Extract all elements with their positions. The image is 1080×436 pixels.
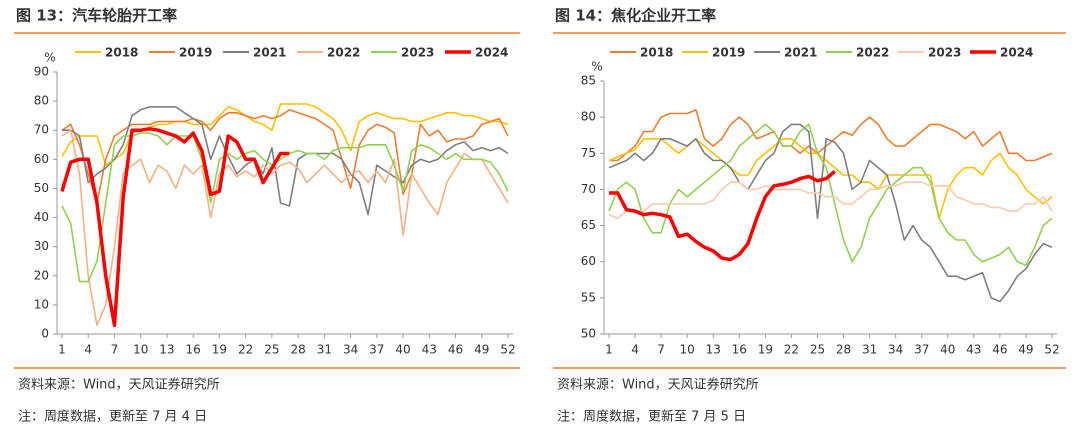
series-line [609, 170, 836, 262]
x-tick-label: 25 [264, 343, 279, 357]
series-line [61, 132, 509, 283]
y-tick-label: 80 [34, 94, 49, 108]
x-tick-label: 46 [992, 343, 1007, 357]
x-tick-label: 4 [84, 343, 92, 357]
x-tick-label: 31 [862, 343, 877, 357]
x-tick-label: 49 [1018, 343, 1033, 357]
y-tick-label: 90 [34, 65, 49, 79]
series-line [62, 106, 509, 216]
x-tick-label: 16 [732, 343, 747, 357]
y-tick-label: 75 [581, 146, 596, 160]
x-tick-label: 49 [474, 343, 489, 357]
y-unit: % [591, 60, 602, 74]
x-tick-label: 10 [680, 343, 695, 357]
y-tick-label: 40 [34, 210, 49, 224]
legend-label: 2018 [640, 46, 673, 60]
legend-label: 2022 [856, 46, 889, 60]
y-tick-label: 55 [581, 290, 596, 304]
x-tick-label: 52 [500, 343, 515, 357]
x-tick-label: 25 [810, 343, 825, 357]
x-tick-label: 19 [758, 343, 773, 357]
y-tick-label: 70 [34, 123, 49, 137]
x-tick-label: 52 [1044, 343, 1059, 357]
y-tick-label: 10 [34, 297, 49, 311]
legend-label: 2024 [1000, 46, 1033, 60]
series-line [608, 123, 1053, 303]
series-line [609, 109, 1053, 162]
y-unit: % [44, 51, 55, 65]
series-line [608, 138, 1053, 220]
x-tick-label: 13 [706, 343, 721, 357]
x-tick-label: 43 [422, 343, 437, 357]
y-tick-label: 20 [34, 268, 49, 282]
x-tick-label: 13 [159, 343, 174, 357]
y-tick-label: 85 [581, 74, 596, 88]
x-tick-label: 19 [212, 343, 227, 357]
legend-label: 2021 [253, 46, 286, 60]
legend-label: 2021 [784, 46, 817, 60]
source: 资料来源：Wind，天风证券研究所 [18, 377, 220, 393]
x-tick-label: 31 [317, 343, 332, 357]
note: 注：周度数据，更新至 7 月 5 日 [557, 409, 746, 425]
y-tick-label: 30 [34, 239, 49, 253]
x-tick-label: 1 [605, 343, 613, 357]
chart-title: 图 14：焦化企业开工率 [555, 7, 716, 25]
x-tick-label: 7 [111, 343, 119, 357]
y-tick-label: 60 [581, 254, 596, 268]
legend-label: 2023 [928, 46, 961, 60]
x-tick-label: 34 [343, 343, 358, 357]
series-line [608, 181, 1053, 220]
series-line [608, 123, 1053, 267]
x-tick-label: 4 [631, 343, 639, 357]
x-tick-label: 34 [888, 343, 903, 357]
x-tick-label: 22 [238, 343, 253, 357]
y-tick-label: 65 [581, 218, 596, 232]
x-tick-label: 43 [966, 343, 981, 357]
y-tick-label: 50 [34, 181, 49, 195]
y-tick-label: 60 [34, 152, 49, 166]
x-tick-label: 10 [133, 343, 148, 357]
y-tick-label: 50 [581, 327, 596, 341]
source: 资料来源：Wind，天风证券研究所 [557, 377, 759, 393]
legend-label: 2022 [327, 46, 360, 60]
y-tick-label: 70 [581, 182, 596, 196]
legend-label: 2023 [401, 46, 434, 60]
x-tick-label: 46 [448, 343, 463, 357]
x-tick-label: 22 [784, 343, 799, 357]
series-line [61, 109, 509, 204]
x-tick-label: 7 [657, 343, 665, 357]
y-tick-label: 0 [41, 327, 49, 341]
x-tick-label: 16 [186, 343, 201, 357]
y-tick-label: 80 [581, 110, 596, 124]
x-tick-label: 1 [58, 343, 66, 357]
legend-label: 2024 [475, 46, 508, 60]
x-tick-label: 28 [836, 343, 851, 357]
x-tick-label: 40 [395, 343, 410, 357]
note: 注：周度数据，更新至 7 月 4 日 [18, 409, 207, 425]
legend-label: 2019 [179, 46, 212, 60]
x-tick-label: 37 [369, 343, 384, 357]
x-tick-label: 37 [914, 343, 929, 357]
series-line [61, 129, 509, 327]
x-tick-label: 28 [290, 343, 305, 357]
series-line [60, 127, 290, 328]
legend-label: 2019 [712, 46, 745, 60]
x-tick-label: 40 [940, 343, 955, 357]
chart-title: 图 13：汽车轮胎开工率 [16, 7, 177, 25]
legend-label: 2018 [105, 46, 138, 60]
